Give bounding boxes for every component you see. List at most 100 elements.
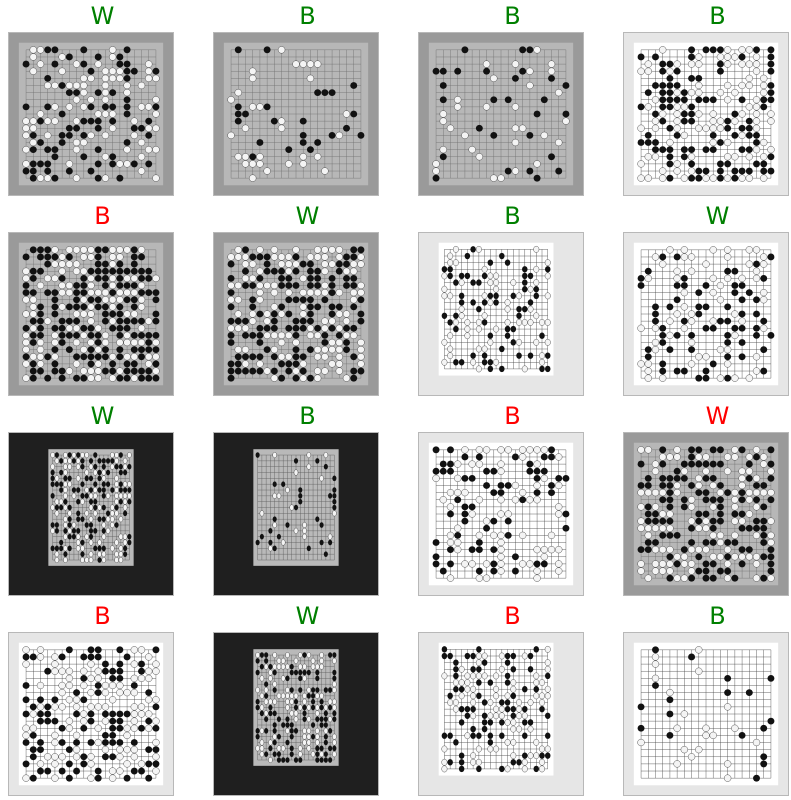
black-stone (504, 652, 511, 660)
black-stone (487, 732, 494, 739)
white-stone (255, 652, 260, 659)
black-stone (709, 574, 717, 582)
black-stone (54, 522, 59, 528)
white-stone (760, 88, 768, 97)
white-stone (36, 60, 45, 68)
white-stone (145, 353, 153, 361)
go-board-drawing (214, 233, 378, 395)
black-stone (285, 367, 293, 375)
black-stone (109, 731, 117, 739)
white-stone (93, 487, 98, 494)
white-stone (118, 545, 124, 552)
white-stone (666, 524, 674, 532)
black-stone (123, 710, 131, 718)
black-stone (80, 458, 85, 464)
white-stone (272, 733, 277, 740)
white-stone (302, 692, 307, 699)
white-stone (533, 738, 540, 746)
black-stone (688, 346, 696, 354)
white-stone (767, 110, 775, 118)
white-stone (122, 533, 128, 540)
white-stone (101, 96, 110, 104)
black-stone (285, 739, 290, 746)
black-stone (483, 467, 491, 475)
black-stone (65, 646, 73, 654)
black-stone (272, 739, 277, 746)
black-stone (504, 325, 511, 333)
black-stone (242, 353, 249, 361)
white-stone (306, 739, 312, 746)
black-stone (289, 751, 294, 757)
white-stone (130, 131, 138, 140)
black-stone (738, 296, 746, 304)
white-stone (752, 67, 761, 75)
black-stone (548, 446, 555, 454)
white-stone (298, 652, 303, 659)
black-stone (138, 274, 145, 282)
white-stone (539, 358, 545, 366)
black-stone (130, 367, 138, 375)
black-stone (22, 653, 30, 661)
black-stone (234, 367, 242, 375)
white-stone (458, 305, 465, 313)
black-stone (242, 267, 249, 275)
white-stone (539, 352, 545, 360)
white-stone (540, 474, 548, 482)
white-stone (687, 360, 696, 368)
black-stone (268, 528, 273, 534)
black-stone (475, 124, 483, 132)
black-stone (544, 712, 551, 719)
black-stone (745, 289, 753, 297)
black-stone (101, 317, 109, 325)
white-stone (280, 692, 286, 699)
white-stone (65, 724, 74, 732)
black-stone (760, 317, 768, 325)
white-stone (145, 103, 153, 111)
white-stone (71, 452, 77, 459)
black-stone (533, 686, 540, 693)
white-stone (108, 46, 117, 54)
black-stone (548, 453, 555, 461)
white-stone (108, 253, 117, 261)
black-stone (745, 474, 753, 482)
black-stone (745, 460, 753, 468)
white-stone (313, 353, 322, 361)
black-stone (106, 510, 111, 517)
black-stone (328, 757, 333, 763)
black-stone (483, 482, 491, 489)
black-stone (50, 493, 55, 499)
white-stone (122, 457, 128, 464)
black-stone (94, 253, 102, 261)
black-stone (760, 167, 768, 175)
black-stone (767, 60, 775, 68)
black-stone (652, 146, 659, 154)
white-stone (114, 487, 119, 494)
white-stone (651, 324, 660, 332)
white-stone (249, 160, 257, 168)
white-stone (101, 153, 110, 161)
white-stone (555, 503, 563, 511)
black-stone (93, 528, 98, 534)
black-stone (97, 458, 102, 464)
white-stone (439, 117, 447, 125)
black-stone (644, 353, 652, 361)
white-stone (293, 527, 299, 534)
black-stone (289, 669, 294, 676)
black-stone (753, 324, 760, 332)
white-stone (695, 353, 703, 361)
white-stone (470, 358, 477, 366)
black-stone (242, 367, 249, 375)
black-stone (109, 117, 117, 125)
white-stone (259, 727, 265, 734)
white-stone (745, 153, 753, 161)
panel-label: W (705, 202, 730, 230)
white-stone (687, 310, 696, 318)
white-stone (745, 553, 753, 561)
black-stone (461, 46, 469, 54)
black-stone (328, 652, 333, 658)
white-stone (446, 574, 455, 582)
white-stone (454, 488, 462, 497)
white-stone (716, 374, 725, 382)
white-stone (350, 260, 358, 268)
white-stone (745, 103, 753, 111)
